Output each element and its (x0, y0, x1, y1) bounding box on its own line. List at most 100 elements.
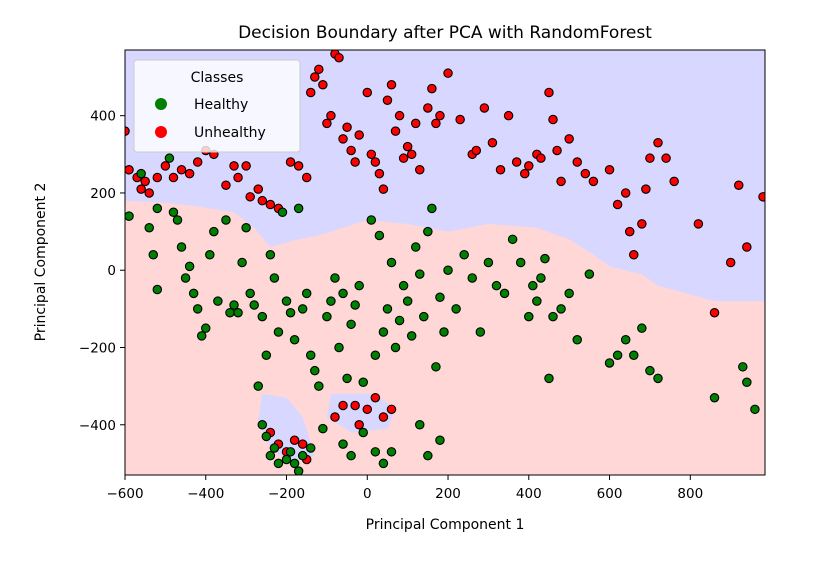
point-unhealthy (184, 168, 195, 179)
point-healthy (342, 373, 352, 384)
point-unhealthy (580, 168, 591, 179)
point-healthy (241, 222, 251, 233)
point-healthy (297, 450, 308, 461)
y-tick-label: 0 (107, 263, 116, 279)
point-healthy (338, 288, 348, 299)
point-unhealthy (338, 400, 348, 411)
point-unhealthy (310, 72, 320, 82)
point-unhealthy (588, 176, 599, 187)
point-healthy (620, 335, 631, 345)
point-healthy (261, 431, 272, 442)
point-healthy (612, 350, 623, 360)
point-unhealthy (305, 87, 316, 98)
point-unhealthy (330, 412, 340, 422)
point-healthy (358, 377, 368, 388)
point-healthy (269, 273, 280, 283)
point-unhealthy (285, 157, 296, 167)
point-unhealthy (289, 435, 300, 445)
point-healthy (192, 304, 203, 314)
x-tick-label: 800 (677, 486, 703, 502)
point-healthy (374, 230, 385, 241)
point-unhealthy (301, 172, 312, 183)
point-healthy (439, 327, 449, 337)
chart-title: Decision Boundary after PCA with RandomF… (238, 23, 652, 43)
legend-marker-unhealthy (155, 126, 167, 138)
point-unhealthy (398, 153, 409, 163)
point-unhealthy (435, 110, 445, 121)
point-healthy (233, 307, 243, 318)
point-healthy (213, 296, 223, 306)
point-unhealthy (136, 184, 146, 194)
point-healthy (507, 234, 518, 245)
point-healthy (370, 447, 381, 457)
point-healthy (528, 280, 538, 291)
x-axis-ticks: −600 −400 −200 0 200 400 600 800 (106, 475, 703, 502)
point-unhealthy (362, 87, 373, 98)
point-healthy (180, 273, 191, 283)
point-unhealthy (378, 184, 389, 194)
point-healthy (209, 226, 219, 237)
x-tick-label: 0 (363, 486, 372, 502)
point-healthy (423, 450, 433, 461)
point-unhealthy (519, 168, 530, 179)
point-healthy (378, 458, 389, 469)
point-unhealthy (293, 161, 304, 171)
point-healthy (491, 280, 502, 291)
point-healthy (564, 288, 574, 299)
point-unhealthy (427, 83, 437, 94)
point-unhealthy (386, 404, 397, 415)
point-healthy (257, 420, 268, 430)
y-tick-label: 200 (90, 186, 116, 202)
point-healthy (423, 226, 433, 237)
point-healthy (451, 304, 461, 314)
point-healthy (378, 327, 389, 337)
point-healthy (184, 261, 195, 272)
legend-marker-healthy (155, 98, 167, 110)
point-unhealthy (253, 184, 263, 194)
point-healthy (358, 427, 368, 438)
point-healthy (459, 250, 469, 260)
point-unhealthy (552, 145, 562, 156)
point-healthy (584, 269, 595, 279)
point-healthy (305, 443, 316, 453)
y-tick-label: −400 (79, 418, 116, 434)
point-unhealthy (350, 157, 360, 167)
point-healthy (402, 296, 413, 306)
point-unhealthy (366, 149, 377, 160)
point-healthy (289, 458, 300, 469)
point-unhealthy (556, 176, 566, 187)
point-healthy (398, 280, 409, 291)
point-healthy (435, 292, 445, 303)
point-unhealthy (536, 153, 546, 163)
point-healthy (176, 242, 187, 252)
point-healthy (382, 304, 393, 314)
point-healthy (281, 454, 292, 465)
point-unhealthy (350, 400, 360, 411)
point-unhealthy (390, 126, 401, 136)
y-axis-ticks: −400 −200 0 200 400 (79, 109, 125, 434)
point-healthy (386, 257, 397, 268)
point-unhealthy (693, 219, 704, 229)
point-unhealthy (604, 165, 615, 175)
point-unhealthy (511, 157, 522, 167)
legend: Classes Healthy Unhealthy (133, 59, 301, 153)
point-healthy (742, 377, 752, 388)
point-healthy (293, 203, 304, 214)
point-healthy (394, 315, 405, 326)
point-healthy (515, 257, 526, 268)
point-unhealthy (326, 110, 336, 121)
point-healthy (273, 327, 284, 337)
point-healthy (415, 269, 425, 279)
point-unhealthy (140, 176, 150, 187)
point-unhealthy (342, 122, 352, 133)
point-unhealthy (423, 103, 433, 113)
point-healthy (172, 215, 183, 225)
point-healthy (338, 439, 348, 449)
point-healthy (136, 168, 146, 179)
legend-box (133, 59, 301, 153)
point-healthy (144, 222, 154, 233)
point-healthy (544, 373, 554, 384)
point-unhealthy (338, 134, 348, 144)
point-healthy (532, 296, 542, 306)
point-unhealthy (734, 180, 744, 190)
